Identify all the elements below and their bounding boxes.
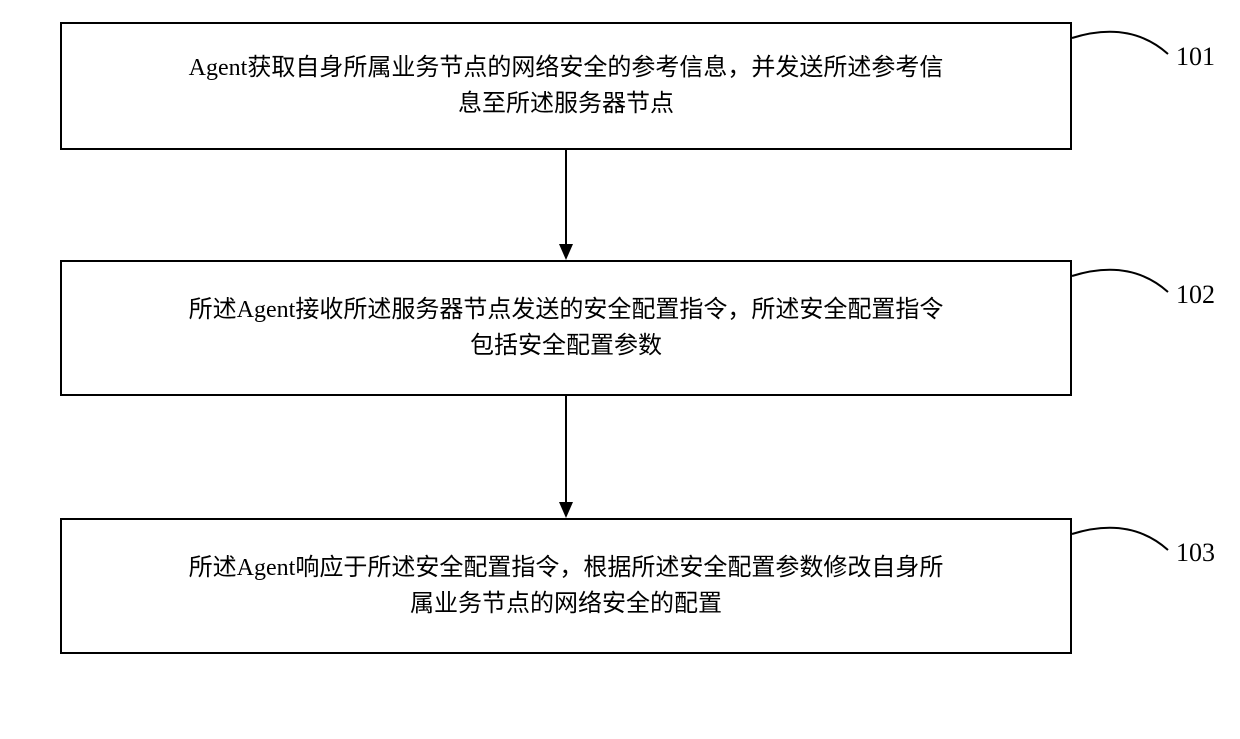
callout-103 [0,0,1240,739]
